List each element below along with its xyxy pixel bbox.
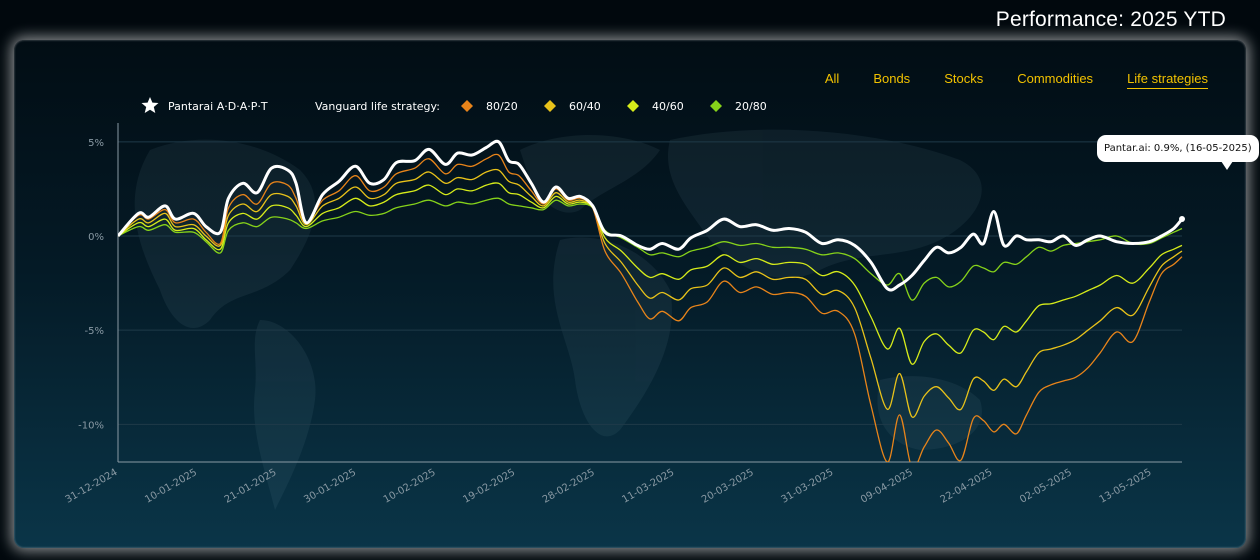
x-tick-label: 30-01-2025 [302, 467, 358, 506]
series-line-s4060 [118, 182, 1183, 365]
tab-bonds[interactable]: Bonds [873, 71, 911, 86]
tab-all[interactable]: All [824, 71, 840, 86]
series-line-s8020 [118, 153, 1183, 462]
x-tick-label: 19-02-2025 [461, 467, 517, 506]
legend-label-s8020[interactable]: 80/20 [486, 100, 518, 113]
legend-label-s4060[interactable]: 40/60 [652, 100, 684, 113]
legend-label-s2080[interactable]: 20/80 [735, 100, 767, 113]
y-tick-label: 0% [88, 232, 104, 243]
category-tabs: All Bonds Stocks Commodities Life strate… [825, 71, 1208, 89]
y-tick-label: 5% [88, 138, 104, 149]
x-tick-label: 31-03-2025 [780, 467, 836, 506]
diamond-icon[interactable] [461, 100, 473, 112]
chart-panel: All Bonds Stocks Commodities Life strate… [14, 40, 1246, 548]
x-tick-label: 10-01-2025 [143, 467, 199, 506]
x-tick-label: 28-02-2025 [541, 467, 597, 506]
x-tick-label: 31-12-2024 [64, 467, 120, 506]
y-tick-label: -10% [78, 420, 104, 431]
page-title: Performance: 2025 YTD [995, 8, 1226, 31]
tab-stocks[interactable]: Stocks [944, 71, 984, 86]
series-line-pantarai [118, 139, 1184, 292]
series-line-s2080 [118, 197, 1183, 301]
data-tooltip: Pantar.ai: 0.9%, (16-05-2025) [1097, 135, 1259, 170]
diamond-icon[interactable] [544, 100, 556, 112]
legend-vanguard-label: Vanguard life strategy: [315, 100, 440, 113]
y-tick-label: -5% [85, 326, 104, 337]
tooltip-marker [1179, 216, 1185, 223]
star-icon[interactable] [141, 97, 159, 113]
x-tick-label: 11-03-2025 [620, 467, 676, 506]
x-tick-label: 09-04-2025 [859, 467, 915, 506]
tab-commodities[interactable]: Commodities [1017, 71, 1094, 86]
x-tick-label: 20-03-2025 [700, 467, 756, 506]
tab-life-strategies[interactable]: Life strategies [1127, 71, 1208, 89]
x-tick-label: 22-04-2025 [939, 467, 995, 506]
legend-pantarai-label[interactable]: Pantarai A·D·A·P·T [168, 100, 268, 113]
diamond-icon[interactable] [627, 100, 639, 112]
x-tick-label: 13-05-2025 [1098, 467, 1154, 506]
series-line-s6040 [118, 168, 1183, 418]
x-tick-label: 02-05-2025 [1018, 467, 1074, 506]
diamond-icon[interactable] [710, 100, 722, 112]
legend-label-s6040[interactable]: 60/40 [569, 100, 601, 113]
x-tick-label: 10-02-2025 [382, 467, 438, 506]
